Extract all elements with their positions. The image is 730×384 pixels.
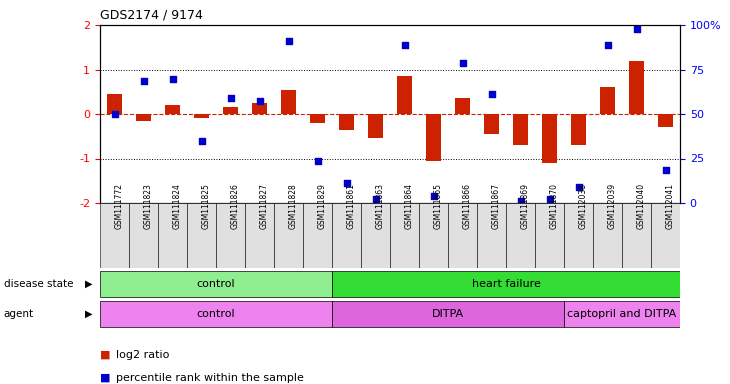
Text: ▶: ▶ [85,279,93,289]
Bar [281,89,296,114]
Point [660,167,672,173]
Text: GSM111826: GSM111826 [231,183,239,229]
Point [109,111,120,117]
FancyBboxPatch shape [129,203,158,268]
FancyBboxPatch shape [622,203,651,268]
Text: GDS2174 / 9174: GDS2174 / 9174 [100,8,203,21]
FancyBboxPatch shape [390,203,419,268]
FancyBboxPatch shape [332,271,680,298]
Text: heart failure: heart failure [472,279,540,289]
Text: GSM112038: GSM112038 [578,183,588,229]
Text: GSM111867: GSM111867 [491,183,501,229]
Text: GSM111864: GSM111864 [404,183,413,229]
FancyBboxPatch shape [593,203,622,268]
Text: GSM111866: GSM111866 [463,183,472,229]
Bar [484,114,499,134]
FancyBboxPatch shape [216,203,245,268]
Text: ▶: ▶ [85,309,93,319]
Bar [658,114,673,127]
FancyBboxPatch shape [361,203,390,268]
FancyBboxPatch shape [564,301,680,328]
FancyBboxPatch shape [506,203,535,268]
Text: GSM111869: GSM111869 [520,183,529,229]
Point [515,198,526,204]
Text: disease state: disease state [4,279,73,289]
Bar [310,114,325,123]
Point [602,42,613,48]
Text: ■: ■ [100,373,110,383]
Text: GSM111863: GSM111863 [375,183,385,229]
Bar [165,105,180,114]
Bar [107,94,122,114]
FancyBboxPatch shape [100,271,332,298]
Bar [629,61,644,114]
Bar [572,114,585,145]
Point [225,95,237,101]
Point [312,158,323,164]
Text: log2 ratio: log2 ratio [116,350,169,360]
Text: GSM111823: GSM111823 [144,183,153,229]
Point [399,42,410,48]
FancyBboxPatch shape [303,203,332,268]
Bar [368,114,383,139]
Text: GSM111824: GSM111824 [172,183,182,229]
Point [457,60,469,66]
Text: GSM111861: GSM111861 [347,183,356,229]
FancyBboxPatch shape [158,203,187,268]
Text: agent: agent [4,309,34,319]
Bar [253,103,266,114]
Bar [339,114,354,129]
Point [283,38,294,44]
FancyBboxPatch shape [419,203,448,268]
Text: GSM111865: GSM111865 [434,183,442,229]
Bar [223,107,238,114]
Text: GSM112040: GSM112040 [637,183,645,229]
Text: GSM111772: GSM111772 [115,183,123,229]
FancyBboxPatch shape [651,203,680,268]
Point [369,195,381,202]
FancyBboxPatch shape [274,203,303,268]
Text: GSM111827: GSM111827 [259,183,269,229]
Text: control: control [196,279,235,289]
Text: DITPA: DITPA [432,309,464,319]
FancyBboxPatch shape [332,203,361,268]
Bar [600,87,615,114]
Bar [513,114,528,145]
Point [428,193,439,199]
Bar [456,98,469,114]
Point [631,26,642,33]
Bar [542,114,557,163]
FancyBboxPatch shape [332,301,564,328]
Point [572,184,584,190]
Bar [137,114,151,121]
Bar [426,114,441,161]
Point [196,137,207,144]
Point [341,180,353,186]
FancyBboxPatch shape [245,203,274,268]
Point [485,91,497,97]
Text: captopril and DITPA: captopril and DITPA [567,309,677,319]
Text: GSM111825: GSM111825 [201,183,210,229]
FancyBboxPatch shape [535,203,564,268]
Text: GSM112039: GSM112039 [607,183,617,229]
FancyBboxPatch shape [477,203,506,268]
Text: GSM111829: GSM111829 [318,183,326,229]
FancyBboxPatch shape [187,203,216,268]
Text: GSM111870: GSM111870 [550,183,558,229]
Text: GSM111828: GSM111828 [288,184,298,229]
Text: control: control [196,309,235,319]
Text: GSM112041: GSM112041 [666,183,675,229]
Text: percentile rank within the sample: percentile rank within the sample [116,373,304,383]
Point [544,195,556,202]
FancyBboxPatch shape [564,203,593,268]
Point [166,76,178,82]
FancyBboxPatch shape [448,203,477,268]
FancyBboxPatch shape [100,301,332,328]
Point [138,78,150,84]
Bar [397,76,412,114]
Text: ■: ■ [100,350,110,360]
Bar [194,114,209,118]
FancyBboxPatch shape [100,203,129,268]
Point [253,98,265,104]
